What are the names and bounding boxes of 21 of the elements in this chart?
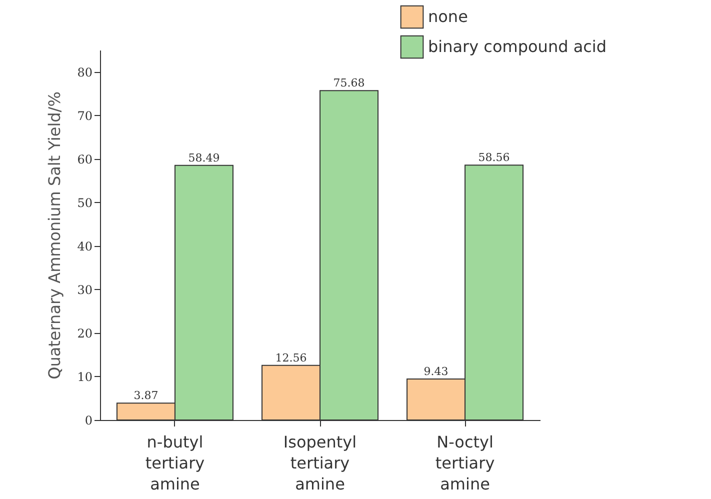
y-tick-label: 50 (77, 196, 92, 210)
y-axis-title: Quaternary Ammonium Salt Yield/% (45, 92, 64, 380)
y-tick-label: 10 (77, 370, 92, 384)
x-tick-label: n-butyl tertiary amine (145, 432, 205, 494)
y-tick-label: 70 (77, 108, 92, 123)
data-label: 3.87 (134, 389, 158, 402)
data-label: 12.56 (275, 351, 307, 364)
y-tick-label: 30 (77, 282, 92, 297)
data-label: 75.68 (333, 76, 365, 90)
y-tick-label: 60 (77, 152, 92, 166)
data-label: 58.49 (188, 151, 220, 164)
y-tick-label: 0 (84, 414, 92, 428)
y-tick-label: 20 (77, 326, 92, 340)
y-tick-label: 80 (77, 65, 92, 80)
data-label: 58.56 (478, 151, 510, 164)
y-tick-label: 40 (77, 239, 92, 254)
data-label: 9.43 (424, 364, 448, 378)
legend-label: none (428, 7, 468, 26)
x-tick-label: N-octyl tertiary amine (435, 432, 495, 494)
x-tick-label: Isopentyl tertiary amine (283, 432, 357, 494)
legend-label: binary compound acid (428, 37, 607, 56)
